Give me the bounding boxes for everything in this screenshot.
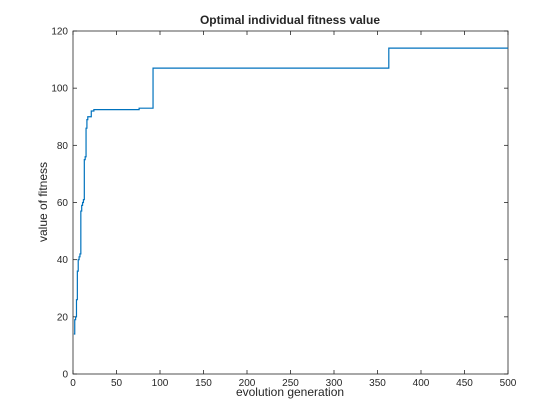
axis-ticks — [72, 30, 509, 375]
y-tick-label: 0 — [62, 370, 68, 381]
x-tick-label: 500 — [500, 378, 517, 389]
x-tick-label: 250 — [282, 378, 299, 389]
x-tick-label: 450 — [456, 378, 473, 389]
x-tick-label: 350 — [369, 378, 386, 389]
chart-title: Optimal individual fitness value — [200, 13, 380, 27]
y-tick-label: 100 — [51, 84, 68, 95]
x-tick-label: 50 — [111, 378, 123, 389]
y-tick-label: 120 — [51, 27, 68, 38]
y-tick-label: 80 — [57, 141, 69, 152]
y-tick-label: 40 — [57, 255, 69, 266]
x-tick-label: 400 — [413, 378, 430, 389]
x-tick-label: 100 — [152, 378, 169, 389]
y-tick-label: 60 — [57, 198, 69, 209]
fitness-series-line — [73, 47, 508, 335]
x-axis-label: evolution generation — [236, 385, 344, 399]
x-tick-label: 200 — [239, 378, 256, 389]
axis-tick-labels: 0 50 100 150 200 250 300 350 400 450 500 0 20 40 60 80 1… — [51, 27, 516, 390]
y-tick-label: 20 — [57, 312, 69, 323]
x-tick-label: 0 — [70, 378, 76, 389]
x-tick-label: 300 — [326, 378, 343, 389]
x-tick-label: 150 — [195, 378, 212, 389]
y-axis-label: value of fitness — [36, 162, 50, 242]
plot-area — [72, 30, 509, 375]
